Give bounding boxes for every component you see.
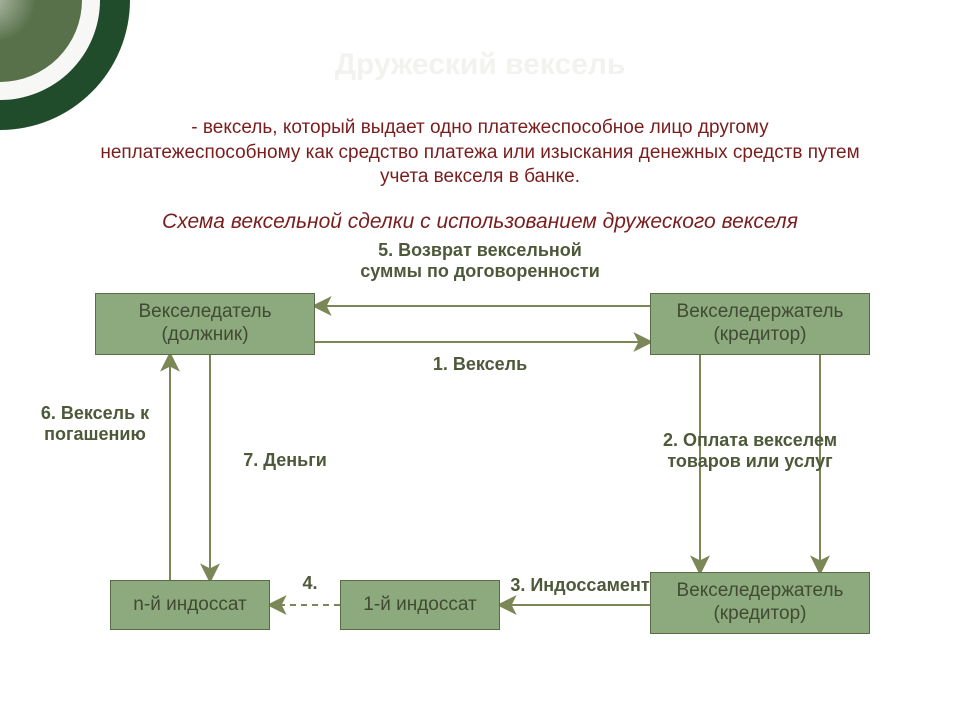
edge-label-e1: 1. Вексель (325, 354, 635, 375)
edge-label-e3: 3. Индоссамент (500, 575, 660, 596)
edge-label-e5: 5. Возврат вексельной суммы по договорен… (325, 240, 635, 281)
edge-label-e6: 6. Вексель к погашению (10, 403, 180, 444)
edge-label-e2: 2. Оплата векселем товаров или услуг (620, 430, 880, 471)
edge-label-e7: 7. Деньги (225, 450, 345, 471)
node-holder1: Векселедержатель (кредитор) (650, 293, 870, 355)
node-first: 1-й индоссат (340, 580, 500, 630)
edge-label-e4: 4. (285, 573, 335, 594)
node-drawer: Векселедатель (должник) (95, 293, 315, 355)
node-nth: n-й индоссат (110, 580, 270, 630)
node-holder2: Векселедержатель (кредитор) (650, 572, 870, 634)
